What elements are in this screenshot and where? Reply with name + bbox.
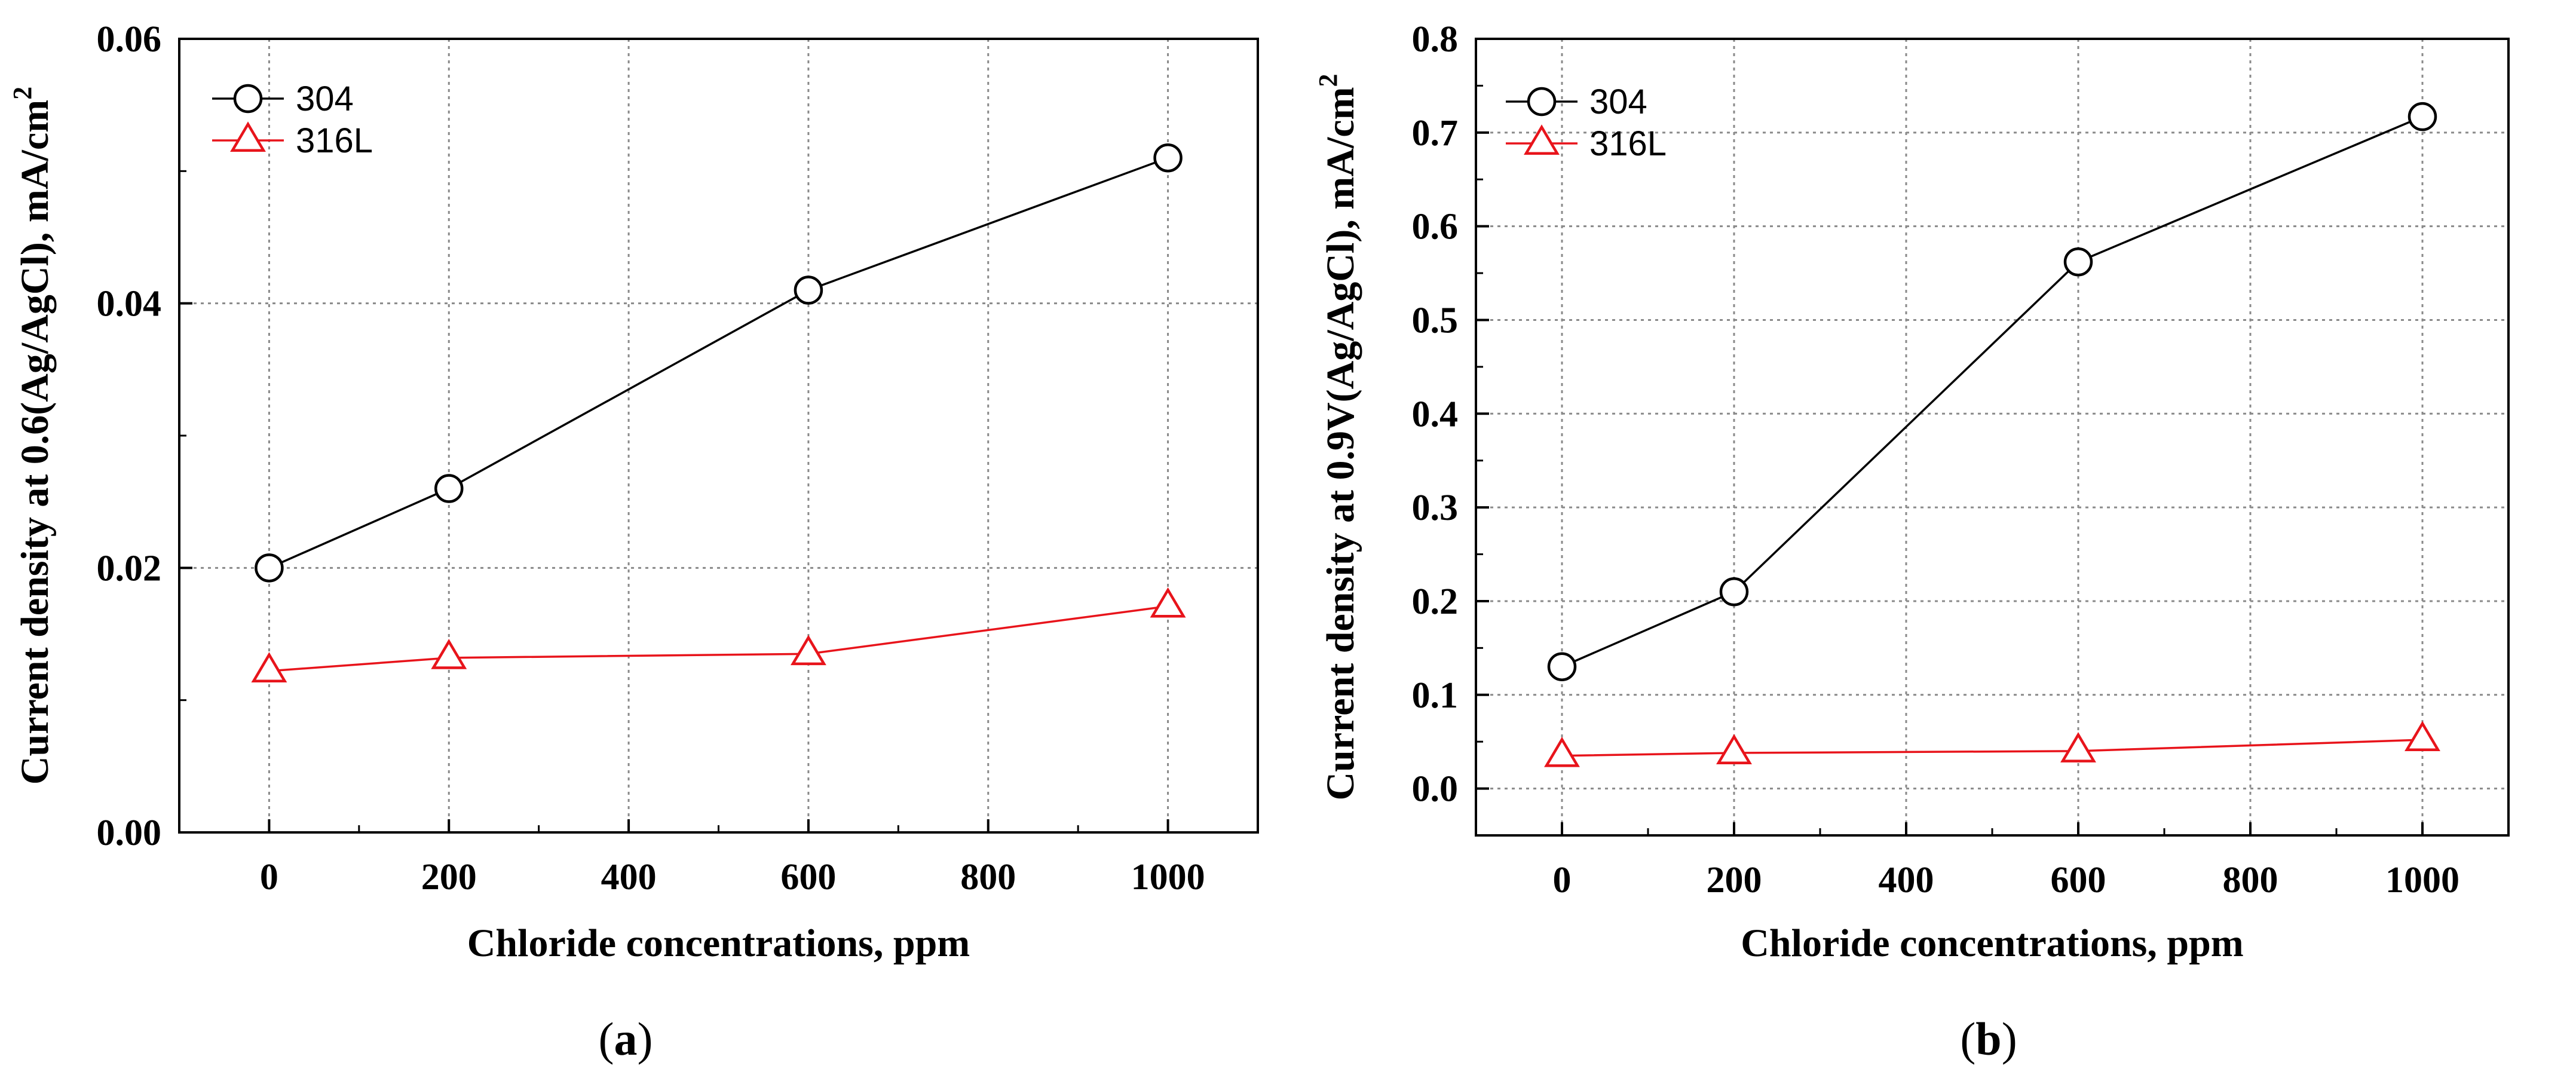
- panel-label-part: a: [614, 1013, 638, 1065]
- chart-panel-a: 0 200 400 600 800 1000 0.00 0.02 0.04 0.06 304316L…: [8, 19, 1259, 1065]
- data-point-304: [794, 275, 823, 305]
- data-point-304: [1153, 143, 1183, 173]
- data-point-316l: [790, 635, 826, 666]
- data-point-304: [255, 553, 284, 583]
- data-point-304: [1547, 652, 1577, 681]
- x-tick-label: 0: [1553, 860, 1572, 901]
- x-axis-title: Chloride concentrations, ppm: [1741, 921, 2244, 965]
- panel-label-part: ): [638, 1013, 653, 1065]
- y-tick-label: 0.2: [1412, 581, 1459, 622]
- y-tick-label: 0.1: [1412, 675, 1459, 716]
- y-tick-label: 0.04: [97, 284, 162, 324]
- legend-marker-triangle: [1524, 124, 1560, 155]
- x-tick-label: 1000: [2385, 860, 2459, 901]
- y-tick-label: 0.02: [97, 548, 162, 589]
- data-point-316l: [2405, 721, 2440, 752]
- legend-marker-circle: [1527, 87, 1557, 117]
- panel-label-part: (: [1960, 1013, 1975, 1065]
- y-axis-title-text: Current density at 0.6(Ag/AgCl), mA/cm: [13, 100, 57, 785]
- series-304: [255, 143, 1183, 583]
- y-tick-label: 0.7: [1412, 113, 1459, 154]
- x-tick-label: 200: [1707, 860, 1762, 901]
- panel-label: (b): [1960, 1013, 2017, 1065]
- y-axis-title-text: Current density at 0.9V(Ag/AgCl), mA/cm: [1319, 87, 1362, 801]
- data-point-316l: [2060, 732, 2096, 762]
- y-axis-title-superscript: 2: [1313, 74, 1343, 87]
- legend-marker-triangle: [230, 121, 266, 152]
- legend-marker-circle: [233, 84, 263, 114]
- series-316l: [1544, 721, 2440, 767]
- x-tick-label: 200: [421, 857, 477, 898]
- data-point-304: [2063, 247, 2093, 277]
- x-tick-label: 600: [780, 857, 836, 898]
- x-tick-label: 400: [1879, 860, 1934, 901]
- panel-label-part: b: [1975, 1013, 2001, 1065]
- y-axis-title: Current density at 0.9V(Ag/AgCl), mA/cm2: [1313, 74, 1362, 801]
- legend-label: 304: [1589, 82, 1647, 121]
- x-tick-label: 0: [260, 857, 278, 898]
- series-line-316l: [1561, 739, 2423, 757]
- x-tick-label: 600: [2051, 860, 2106, 901]
- data-point-304: [2407, 102, 2437, 131]
- y-tick-label: 0.5: [1412, 300, 1459, 341]
- y-tick-label: 0.0: [1412, 769, 1459, 810]
- y-tick-label: 0.8: [1412, 19, 1459, 60]
- chart-panel-b: 0 200 400 600 800 1000 0.0 0.1 0.2 0.3 0.4 0.5 0.6 0.…: [1313, 19, 2510, 1065]
- series-line-316l: [269, 605, 1168, 672]
- y-tick-label: 0.00: [97, 813, 162, 853]
- x-tick-label: 1000: [1131, 857, 1205, 898]
- x-tick-label: 800: [960, 857, 1016, 898]
- y-tick-label: 0.06: [97, 19, 162, 60]
- data-point-316l: [1150, 587, 1186, 618]
- series-316l: [251, 587, 1186, 682]
- legend-label: 304: [296, 79, 354, 118]
- data-point-316l: [1716, 734, 1752, 764]
- data-point-316l: [1544, 736, 1580, 767]
- series-line-304: [1561, 115, 2423, 668]
- y-axis-title: Current density at 0.6(Ag/AgCl), mA/cm2: [8, 87, 57, 785]
- data-point-316l: [251, 652, 287, 682]
- data-point-304: [434, 474, 464, 503]
- y-tick-label: 0.4: [1412, 394, 1459, 434]
- y-tick-label: 0.6: [1412, 207, 1459, 247]
- panel-label-part: (: [599, 1013, 614, 1065]
- panel-label: (a): [599, 1013, 653, 1065]
- series-304: [1547, 102, 2437, 681]
- panel-label-part: ): [2002, 1013, 2017, 1065]
- x-axis-title: Chloride concentrations, ppm: [467, 921, 970, 965]
- x-tick-label: 400: [601, 857, 657, 898]
- legend-label: 316L: [296, 121, 373, 160]
- x-tick-label: 800: [2223, 860, 2278, 901]
- series-line-304: [268, 157, 1169, 569]
- legend-label: 316L: [1589, 124, 1667, 163]
- y-tick-label: 0.3: [1412, 488, 1459, 528]
- y-axis-title-superscript: 2: [8, 87, 37, 100]
- data-point-304: [1719, 577, 1749, 607]
- data-point-316l: [431, 639, 467, 669]
